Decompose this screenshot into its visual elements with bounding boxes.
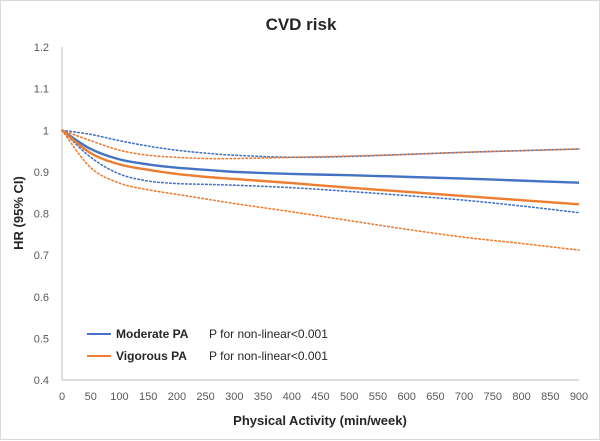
x-tick-label: 0 <box>59 391 65 403</box>
y-tick-label: 0.9 <box>34 167 49 179</box>
x-tick-label: 350 <box>254 391 272 403</box>
y-tick-label: 0.4 <box>34 375 49 387</box>
x-tick-label: 650 <box>426 391 444 403</box>
x-tick-label: 250 <box>196 391 214 403</box>
y-axis-label: HR (95% CI) <box>11 176 26 250</box>
legend-label-vigorous: Vigorous PA <box>116 349 187 363</box>
x-tick-label: 800 <box>512 391 530 403</box>
y-tick-labels: 0.4 0.5 0.6 0.7 0.8 0.9 1 1.1 1.2 <box>34 42 49 387</box>
y-tick-label: 0.5 <box>34 333 49 345</box>
x-tick-label: 450 <box>311 391 329 403</box>
x-tick-label: 700 <box>455 391 473 403</box>
legend: Moderate PA P for non-linear<0.001 Vigor… <box>87 327 328 363</box>
moderate-hr-line <box>61 129 580 184</box>
x-tick-labels: 0 50 100 150 200 250 300 350 400 450 500 550 600 650 7… <box>59 391 588 403</box>
vigorous-ci-upper-line <box>61 129 580 160</box>
y-tick-label: 0.8 <box>34 209 49 221</box>
legend-note-moderate: P for non-linear<0.001 <box>209 327 328 341</box>
y-tick-label: 1.1 <box>34 84 49 96</box>
y-tick-label: 0.7 <box>34 250 49 262</box>
vigorous-hr-line <box>61 129 580 206</box>
x-tick-label: 150 <box>139 391 157 403</box>
legend-label-moderate: Moderate PA <box>116 327 189 341</box>
x-axis-label: Physical Activity (min/week) <box>233 413 407 428</box>
x-tick-label: 600 <box>397 391 415 403</box>
y-tick-label: 1.2 <box>34 42 49 54</box>
legend-note-vigorous: P for non-linear<0.001 <box>209 349 328 363</box>
x-tick-label: 50 <box>85 391 97 403</box>
x-tick-label: 200 <box>168 391 186 403</box>
x-tick-label: 300 <box>225 391 243 403</box>
vigorous-ci-lower-line <box>61 129 580 251</box>
moderate-ci-lower-line <box>61 129 580 214</box>
x-tick-label: 500 <box>340 391 358 403</box>
x-tick-label: 400 <box>283 391 301 403</box>
y-tick-label: 0.6 <box>34 292 49 304</box>
y-tick-label: 1 <box>43 125 49 137</box>
x-tick-label: 550 <box>369 391 387 403</box>
chart-title: CVD risk <box>266 15 337 34</box>
x-tick-label: 100 <box>110 391 128 403</box>
x-tick-label: 750 <box>484 391 502 403</box>
x-tick-label: 850 <box>541 391 559 403</box>
x-tick-label: 900 <box>570 391 588 403</box>
series-layer <box>61 129 580 251</box>
